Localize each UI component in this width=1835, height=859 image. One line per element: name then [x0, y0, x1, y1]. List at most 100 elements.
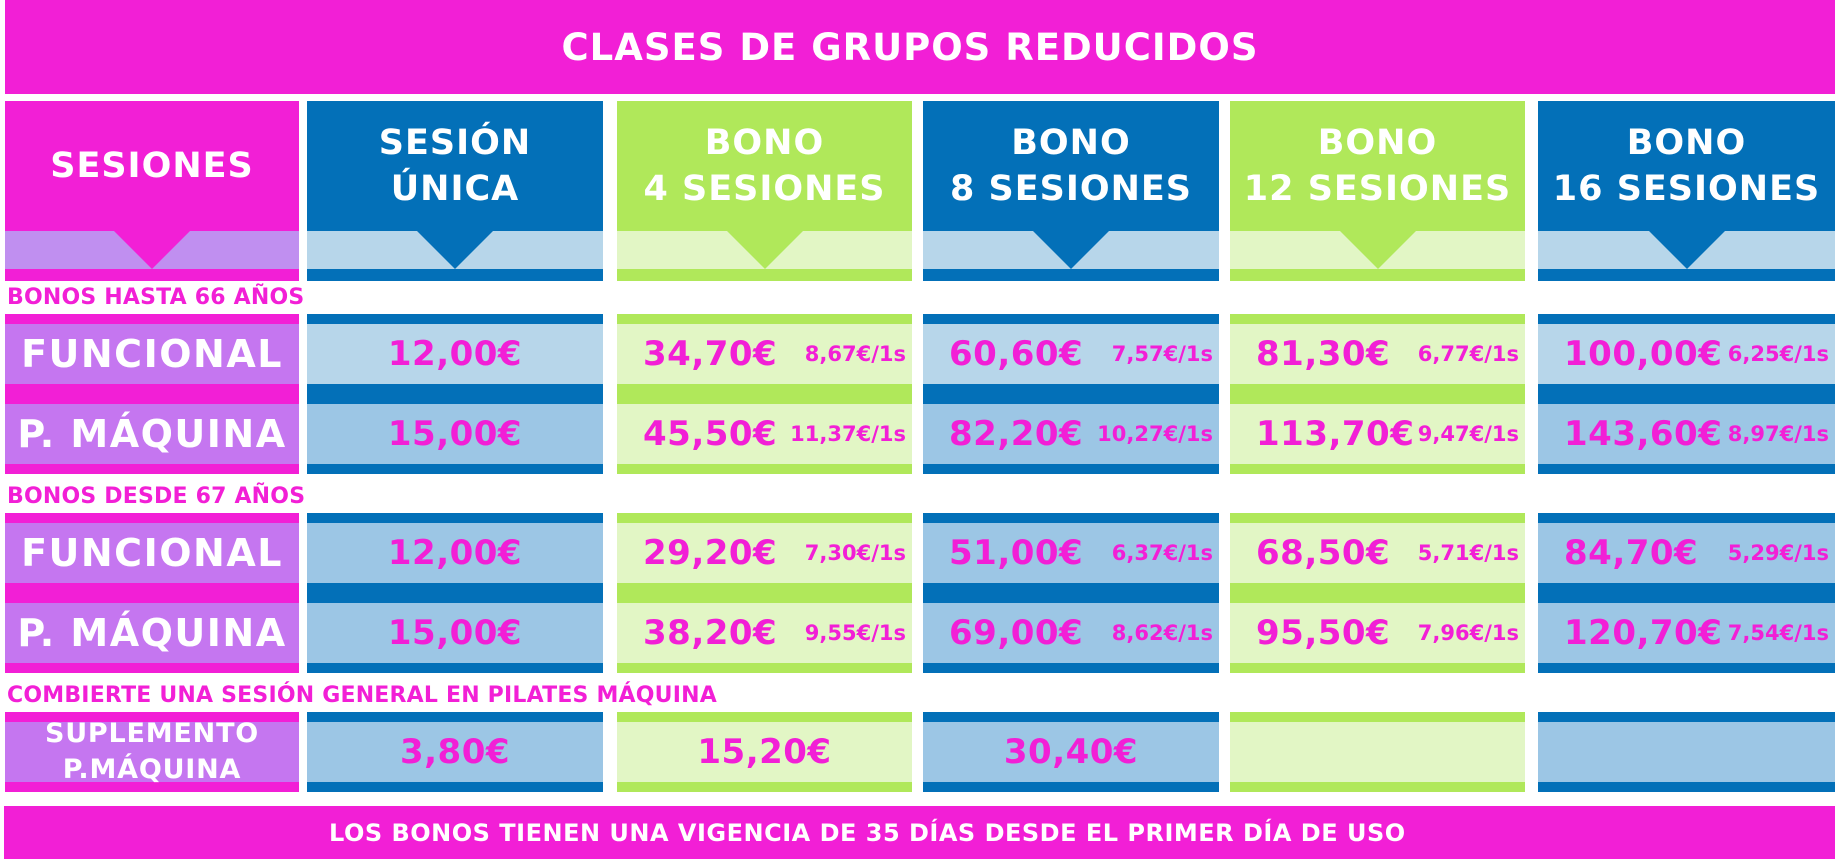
price-value: 60,60€: [949, 334, 1084, 374]
column-header-band: [923, 231, 1219, 269]
column-header-band: [307, 231, 603, 269]
price-value: 143,60€: [1564, 414, 1723, 454]
column-header-band: [1230, 231, 1525, 269]
price-cell: 29,20€ 7,30€/1s: [617, 513, 912, 593]
price-value: 82,20€: [949, 414, 1084, 454]
price-value: 12,00€: [387, 334, 523, 374]
row-label: P. MÁQUINA: [5, 593, 299, 673]
price-per-session: 6,77€/1s: [1417, 342, 1519, 366]
price-value: 3,80€: [399, 732, 511, 772]
price-value: 51,00€: [949, 533, 1084, 573]
price-value: 29,20€: [643, 533, 778, 573]
header-arrow-icon: [1033, 231, 1109, 269]
price-value: 81,30€: [1256, 334, 1391, 374]
price-per-session: 8,62€/1s: [1111, 621, 1213, 645]
price-cell: 12,00€: [307, 314, 603, 394]
header-stripe: [5, 269, 299, 281]
price-per-session: 9,47€/1s: [1417, 422, 1519, 446]
price-value: 68,50€: [1256, 533, 1391, 573]
section-label: BONOS DESDE 67 AÑOS: [7, 484, 306, 509]
row-label-text: FUNCIONAL: [21, 531, 283, 575]
price-cell: 84,70€ 5,29€/1s: [1538, 513, 1835, 593]
price-cell: 69,00€ 8,62€/1s: [923, 593, 1219, 673]
column-header-stripe: [923, 269, 1219, 281]
row-label: FUNCIONAL: [5, 314, 299, 394]
column-header-stripe: [1230, 269, 1525, 281]
column-header-line1: BONO: [1011, 123, 1131, 163]
price-value: 100,00€: [1564, 334, 1723, 374]
page-title: CLASES DE GRUPOS REDUCIDOS: [5, 0, 1835, 94]
column-header-band: [617, 231, 912, 269]
price-value: 84,70€: [1564, 533, 1699, 573]
price-cell: 34,70€ 8,67€/1s: [617, 314, 912, 394]
column-header-stripe: [1538, 269, 1835, 281]
column-header-line2: 12 SESIONES: [1243, 169, 1512, 209]
price-cell: 82,20€ 10,27€/1s: [923, 394, 1219, 474]
footer-banner: LOS BONOS TIENEN UNA VIGENCIA DE 35 DÍAS…: [4, 806, 1835, 859]
section-label: COMBIERTE UNA SESIÓN GENERAL EN PILATES …: [7, 683, 717, 708]
price-per-session: 10,27€/1s: [1097, 422, 1213, 446]
column-header-band: [1538, 231, 1835, 269]
column-header-1: SESIÓN ÚNICA: [307, 101, 603, 231]
header-sesiones-band: [5, 231, 299, 269]
price-per-session: 7,54€/1s: [1727, 621, 1829, 645]
column-header-line1: BONO: [704, 123, 825, 163]
price-cell: 38,20€ 9,55€/1s: [617, 593, 912, 673]
price-cell: 45,50€ 11,37€/1s: [617, 394, 912, 474]
price-value: 95,50€: [1256, 613, 1391, 653]
price-value: 30,40€: [1003, 732, 1139, 772]
price-cell: [1538, 712, 1835, 792]
column-header-3: BONO 8 SESIONES: [923, 101, 1219, 231]
row-label: FUNCIONAL: [5, 513, 299, 593]
price-cell: [1230, 712, 1525, 792]
row-label-line2: P.MÁQUINA: [62, 754, 242, 785]
row-label-text: P. MÁQUINA: [17, 412, 287, 456]
price-cell: 3,80€: [307, 712, 603, 792]
price-per-session: 7,96€/1s: [1417, 621, 1519, 645]
row-label: P. MÁQUINA: [5, 394, 299, 474]
price-cell: 113,70€ 9,47€/1s: [1230, 394, 1525, 474]
price-per-session: 11,37€/1s: [790, 422, 906, 446]
column-header-line1: BONO: [1626, 123, 1747, 163]
header-arrow-icon: [1339, 231, 1416, 269]
price-per-session: 5,71€/1s: [1417, 541, 1519, 565]
price-value: 113,70€: [1256, 414, 1415, 454]
price-cell: 51,00€ 6,37€/1s: [923, 513, 1219, 593]
price-per-session: 5,29€/1s: [1727, 541, 1829, 565]
column-header-line2: 8 SESIONES: [949, 169, 1193, 209]
row-label-line1: SUPLEMENTO: [44, 718, 260, 749]
price-value: 15,20€: [697, 732, 832, 772]
price-value: 15,00€: [387, 613, 523, 653]
price-cell: 120,70€ 7,54€/1s: [1538, 593, 1835, 673]
column-header-line2: ÚNICA: [390, 169, 520, 209]
row-label: SUPLEMENTO P.MÁQUINA: [5, 712, 299, 792]
price-value: 45,50€: [643, 414, 778, 454]
row-label-text: FUNCIONAL: [21, 332, 283, 376]
price-cell: 60,60€ 7,57€/1s: [923, 314, 1219, 394]
header-arrow-icon: [1648, 231, 1725, 269]
price-per-session: 9,55€/1s: [804, 621, 906, 645]
price-cell: 30,40€: [923, 712, 1219, 792]
price-cell: 81,30€ 6,77€/1s: [1230, 314, 1525, 394]
column-header-stripe: [617, 269, 912, 281]
header-arrow-icon: [114, 231, 190, 269]
price-value: 38,20€: [643, 613, 778, 653]
price-per-session: 6,37€/1s: [1111, 541, 1213, 565]
column-header-2: BONO 4 SESIONES: [617, 101, 912, 231]
header-sesiones: SESIONES: [5, 101, 299, 231]
page-title-text: CLASES DE GRUPOS REDUCIDOS: [561, 25, 1259, 69]
column-header-4: BONO 12 SESIONES: [1230, 101, 1525, 231]
price-cell: 15,00€: [307, 593, 603, 673]
price-cell: 100,00€ 6,25€/1s: [1538, 314, 1835, 394]
column-header-line2: 4 SESIONES: [643, 169, 886, 209]
price-per-session: 7,57€/1s: [1111, 342, 1213, 366]
price-value: 69,00€: [949, 613, 1084, 653]
header-arrow-icon: [417, 231, 493, 269]
column-header-stripe: [307, 269, 603, 281]
column-header-line1: SESIÓN: [378, 123, 532, 163]
price-cell: 95,50€ 7,96€/1s: [1230, 593, 1525, 673]
price-per-session: 8,97€/1s: [1727, 422, 1829, 446]
price-value: 34,70€: [643, 334, 778, 374]
column-header-line2: 16 SESIONES: [1552, 169, 1821, 209]
column-header-line1: BONO: [1317, 123, 1438, 163]
